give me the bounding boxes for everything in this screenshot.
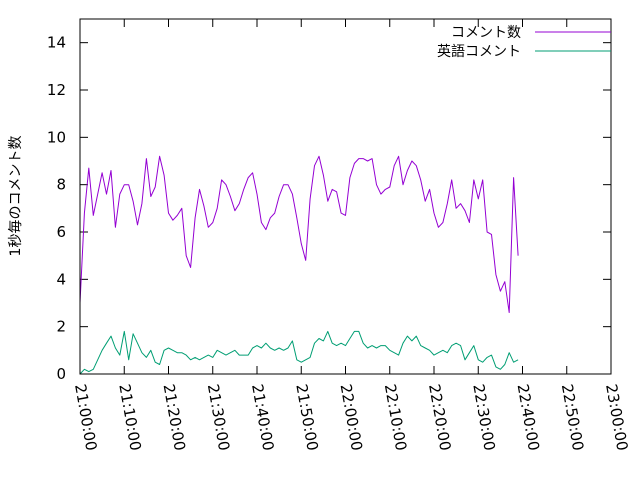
plot-frame: [79, 18, 612, 375]
x-tick-label: 22:10:00: [381, 383, 410, 452]
y-axis-label: 1秒毎のコメント数: [8, 136, 24, 257]
x-tick-label: 21:10:00: [115, 383, 144, 452]
y-tick-label: 4: [56, 270, 66, 288]
y-tick-label: 8: [56, 176, 66, 194]
x-tick-label: 21:00:00: [71, 383, 100, 452]
legend: コメント数 英語コメント: [437, 25, 611, 60]
x-tick-label: 22:30:00: [469, 383, 498, 452]
legend-label-comment-count: コメント数: [451, 25, 521, 41]
y-tick-label: 2: [56, 318, 66, 336]
x-tick-label: 22:50:00: [558, 383, 587, 452]
y-tick-label: 12: [47, 81, 66, 99]
series-line-0: [79, 155, 519, 313]
x-tick-label: 21:20:00: [160, 383, 189, 452]
series-line-1: [79, 330, 519, 375]
x-tick-label: 21:50:00: [292, 383, 321, 452]
x-tick-label: 22:00:00: [337, 383, 366, 452]
axis-ticks: 0 2 4 6 8 10 12 14 21:00:00 21:10:00 21:20:00 21:30…: [47, 19, 631, 452]
x-tick-label: 21:40:00: [248, 383, 277, 452]
y-tick-label: 14: [47, 34, 66, 52]
x-tick-label: 22:40:00: [514, 383, 543, 452]
y-tick-label: 10: [47, 128, 66, 146]
y-tick-label: 0: [56, 365, 66, 383]
y-tick-label: 6: [56, 223, 66, 241]
x-tick-label: 23:00:00: [602, 383, 631, 452]
legend-label-english-comment: 英語コメント: [437, 43, 521, 60]
x-tick-label: 22:20:00: [425, 383, 454, 452]
series-layer: [79, 155, 519, 375]
x-tick-label: 21:30:00: [204, 383, 233, 452]
